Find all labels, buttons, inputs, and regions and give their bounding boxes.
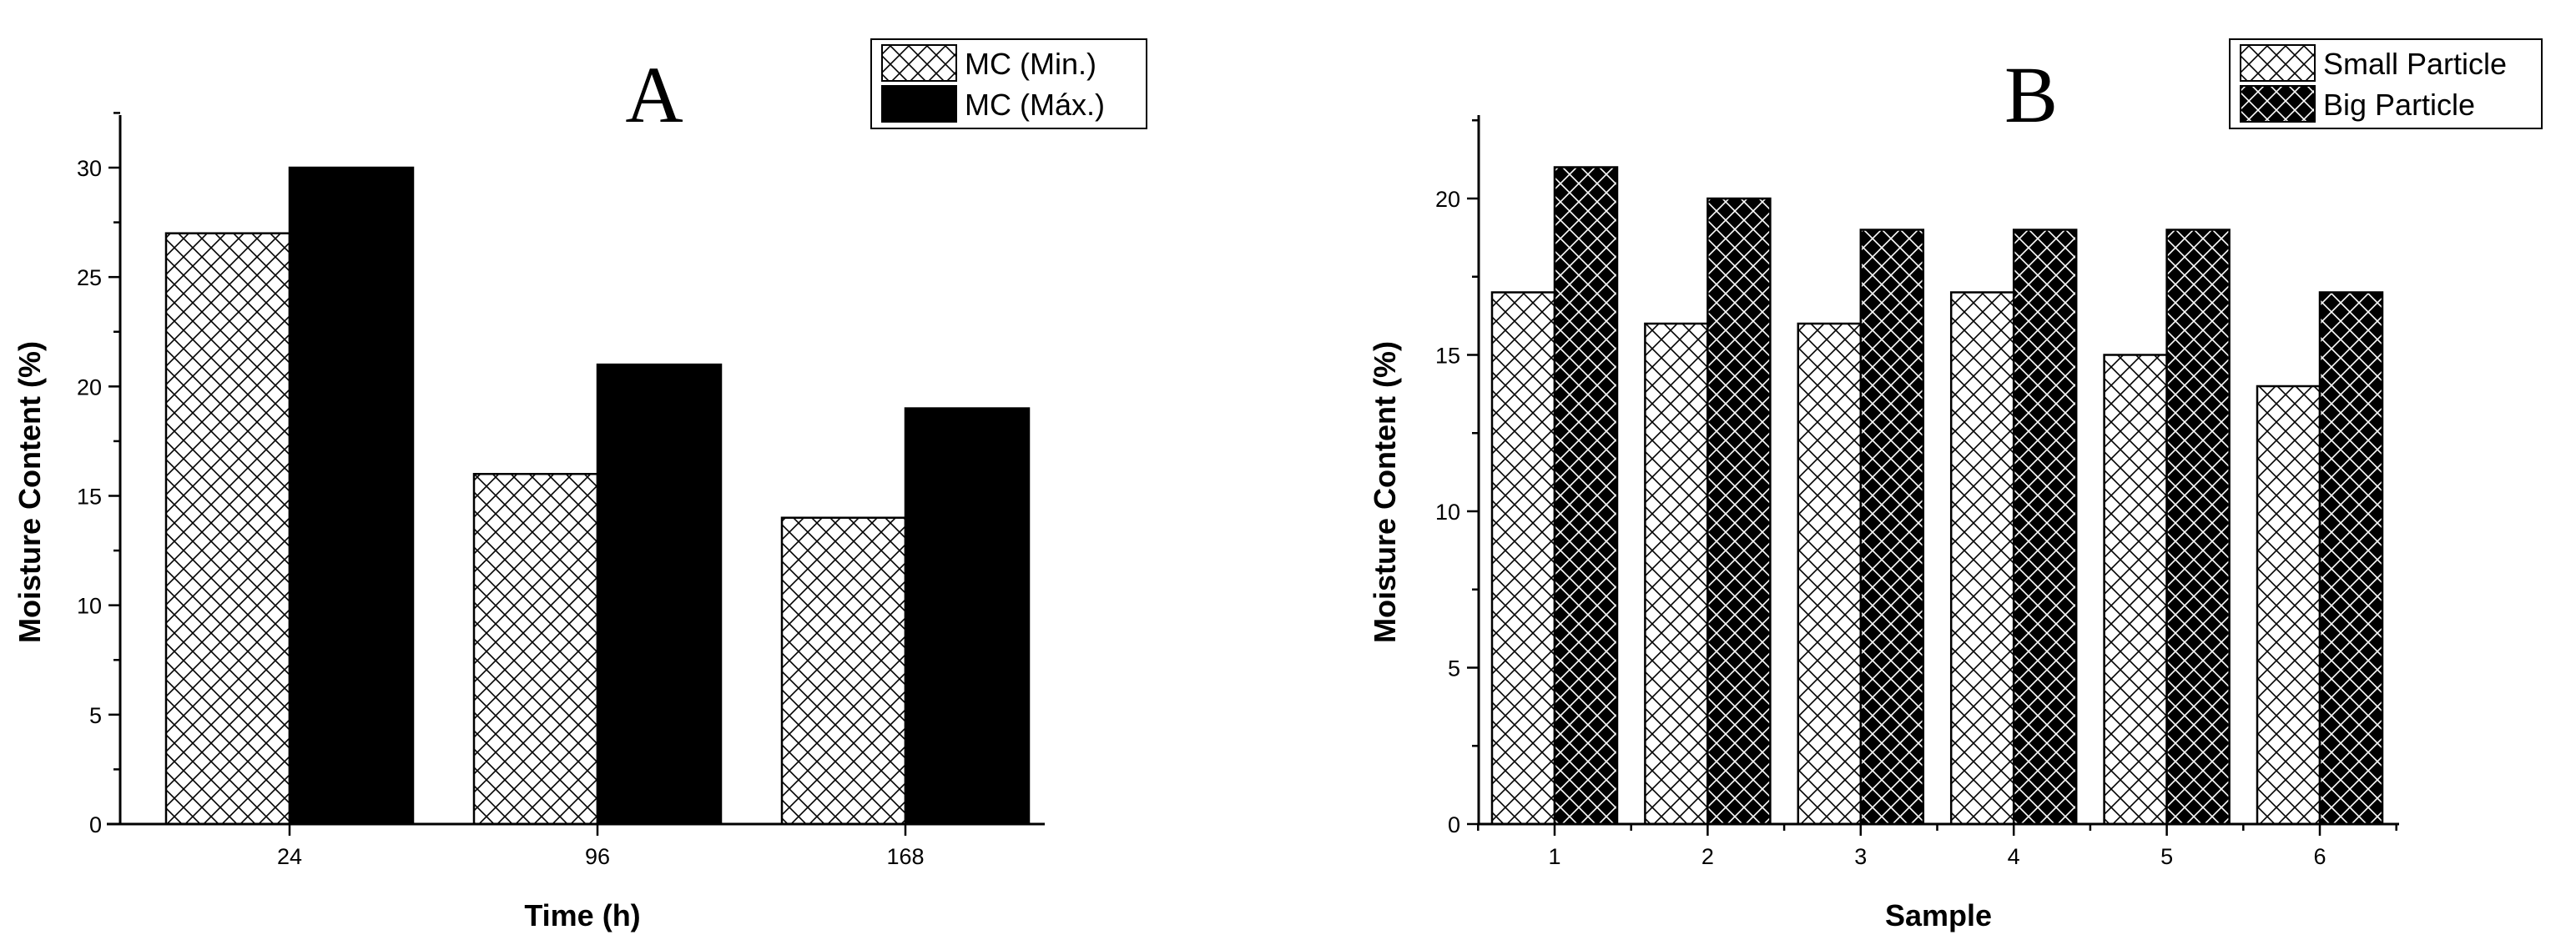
bar-small-particle-2: [1644, 322, 1709, 826]
bar-big-particle-2: [1706, 197, 1772, 826]
bar-big-particle-5: [2165, 229, 2231, 826]
legend-label: Small Particle: [2323, 47, 2507, 81]
x-tick-label: 5: [2160, 844, 2173, 869]
bar-big-particle-6: [2318, 291, 2384, 826]
legend-swatch: [2240, 44, 2316, 82]
legend: Small Particle Big Particle: [2229, 38, 2543, 129]
chart-title: A: [625, 50, 683, 139]
y-tick-label: 0: [1448, 812, 1460, 837]
y-axis-label: Moisture Content (%): [1368, 341, 1402, 643]
x-tick-label: 3: [1854, 844, 1867, 869]
y-tick-label: 25: [77, 265, 102, 290]
x-tick-label: 2: [1701, 844, 1714, 869]
bar-mc-min-24: [164, 232, 291, 826]
y-tick-label: 15: [1435, 344, 1460, 369]
bar-mc-min-168: [780, 516, 907, 826]
bar-mc-min-96: [472, 473, 599, 826]
legend-swatch: [881, 44, 957, 82]
y-tick-label: 30: [77, 156, 102, 181]
bar-big-particle-3: [1859, 229, 1925, 826]
legend-label: MC (Min.): [965, 47, 1096, 81]
y-tick-label: 10: [1435, 500, 1460, 525]
x-axis-label: Time (h): [524, 898, 640, 932]
y-tick-label: 15: [77, 485, 102, 510]
y-axis-label: Moisture Content (%): [13, 341, 47, 643]
x-tick-label: 1: [1548, 844, 1560, 869]
bar-mc-m-x-24: [288, 166, 415, 826]
legend-swatch: [2240, 85, 2316, 123]
bar-small-particle-5: [2103, 354, 2168, 826]
y-tick-label: 0: [89, 812, 102, 837]
bar-mc-m-x-96: [596, 363, 723, 826]
y-tick-label: 5: [89, 703, 102, 728]
legend: MC (Min.) MC (Máx.): [870, 38, 1147, 129]
bar-small-particle-4: [1949, 291, 2015, 826]
legend-label: MC (Máx.): [965, 88, 1105, 122]
bar-small-particle-1: [1490, 291, 1556, 826]
chart-panel-a: 0 5 10 15 20 25 30 24 96 168 Time (h) Moisture Cont…: [13, 38, 1147, 932]
bar-big-particle-4: [2012, 229, 2078, 826]
legend-label: Big Particle: [2323, 88, 2475, 122]
x-axis-label: Sample: [1885, 898, 1992, 932]
chart-panel-b: 0 5 10 15 20 1 2 3 4 5 6 Sample Moisture Content (%)…: [1368, 38, 2543, 932]
legend-swatch: [881, 85, 957, 123]
y-tick-label: 20: [1435, 187, 1460, 212]
bar-big-particle-1: [1553, 166, 1619, 826]
x-tick-label: 168: [886, 844, 924, 869]
x-tick-label: 6: [2313, 844, 2326, 869]
y-tick-label: 20: [77, 374, 102, 400]
x-tick-label: 96: [585, 844, 610, 869]
chart-title: B: [2004, 50, 2058, 139]
x-tick-label: 4: [2008, 844, 2020, 869]
y-tick-label: 5: [1448, 656, 1460, 681]
bar-mc-m-x-168: [904, 407, 1031, 826]
x-tick-label: 24: [277, 844, 302, 869]
y-tick-label: 10: [77, 594, 102, 619]
bar-small-particle-6: [2256, 385, 2321, 826]
bar-small-particle-3: [1797, 322, 1863, 826]
